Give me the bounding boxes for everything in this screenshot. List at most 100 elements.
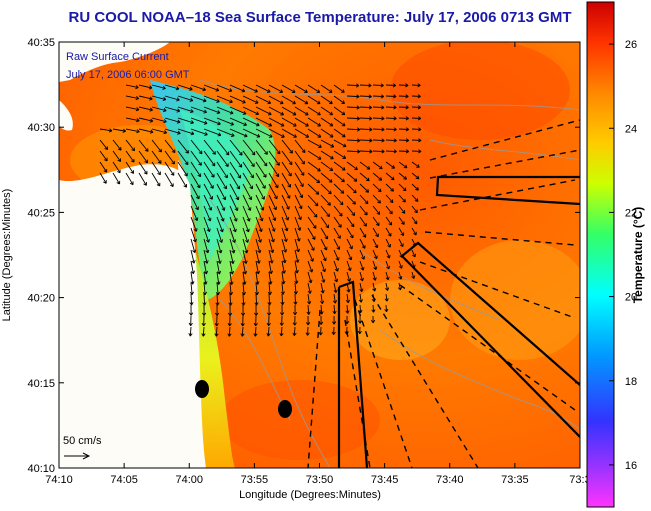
- x-axis-label: Longitude (Degrees:Minutes): [239, 489, 381, 501]
- current-vector: [281, 238, 287, 253]
- current-vector: [151, 95, 166, 101]
- warm-patch: [450, 240, 580, 360]
- current-vector-head: [341, 133, 346, 138]
- current-vector: [411, 183, 419, 191]
- x-axis: 74:10 74:05 74:00 73:55 73:50 73:45 73:40 73:35…: [45, 42, 591, 486]
- current-vector: [385, 304, 387, 312]
- x-tick-label: 74:00: [175, 474, 203, 486]
- current-vector-head: [256, 122, 260, 127]
- current-vector: [307, 183, 320, 195]
- current-vector: [346, 172, 358, 182]
- current-vector-head: [373, 255, 378, 260]
- current-vector-head: [340, 190, 345, 194]
- current-vector: [372, 249, 378, 259]
- current-vector-head: [259, 217, 264, 222]
- current-vector-head: [356, 94, 360, 99]
- current-vector: [281, 271, 285, 284]
- current-vector-head: [214, 312, 220, 316]
- current-vector-head: [276, 162, 280, 166]
- current-vector: [333, 183, 345, 194]
- current-vector: [372, 172, 382, 181]
- current-vector: [216, 282, 219, 295]
- current-vector-head: [386, 254, 391, 259]
- current-vector: [411, 194, 419, 202]
- current-vector-head: [195, 206, 199, 211]
- current-vector-head: [163, 119, 167, 124]
- current-vector: [372, 194, 381, 204]
- current-vector-head: [362, 234, 367, 238]
- current-vector: [151, 172, 161, 187]
- current-vector-head: [314, 202, 319, 207]
- current-vector: [333, 205, 343, 217]
- current-vector-head: [293, 122, 297, 127]
- current-vector-head: [323, 246, 328, 251]
- current-vector: [241, 326, 244, 337]
- current-vector-head: [214, 333, 219, 337]
- current-vector: [267, 326, 270, 337]
- current-vector: [359, 293, 362, 303]
- current-vectors: [99, 83, 422, 337]
- current-vector: [203, 95, 220, 103]
- current-vector: [385, 150, 397, 152]
- current-vector: [203, 150, 216, 167]
- current-vector: [307, 194, 319, 207]
- survey-track-solid: [337, 280, 369, 468]
- survey-track-dashed: [424, 231, 576, 246]
- colorbar-ticks: 16 18 20 22 24 26: [609, 39, 637, 472]
- current-vector-head: [210, 185, 214, 189]
- current-vector-head: [288, 161, 293, 166]
- current-vector-head: [347, 278, 352, 282]
- current-vector: [320, 238, 328, 251]
- current-vector: [294, 106, 309, 116]
- current-vector: [268, 194, 277, 210]
- current-vector-head: [244, 249, 249, 254]
- current-vector-head: [193, 228, 198, 232]
- current-vector: [385, 95, 397, 97]
- current-vector-head: [205, 249, 210, 254]
- current-vector-head: [253, 312, 259, 316]
- current-vector-head: [385, 276, 390, 281]
- current-vector: [125, 150, 135, 163]
- current-vector: [359, 282, 363, 292]
- current-vector: [177, 95, 193, 102]
- scale-label: 50 cm/s: [63, 435, 102, 447]
- current-vector-head: [203, 120, 208, 125]
- current-vector-head: [163, 130, 167, 135]
- current-vector: [359, 216, 367, 227]
- chart-title: RU COOL NOAA–18 Sea Surface Temperature:…: [69, 9, 572, 26]
- current-vector: [229, 128, 248, 137]
- current-vector: [320, 117, 334, 127]
- current-vector-head: [191, 260, 196, 264]
- current-vector: [398, 194, 406, 203]
- current-vector-head: [413, 220, 418, 225]
- current-vector: [372, 150, 385, 153]
- current-vector-head: [204, 131, 208, 136]
- current-vector-head: [228, 291, 234, 296]
- current-vector-head: [216, 98, 220, 103]
- current-vector: [151, 150, 162, 164]
- current-vector-head: [327, 202, 331, 206]
- current-vector-head: [328, 89, 333, 93]
- current-vector: [268, 249, 273, 264]
- current-vector-head: [203, 281, 208, 285]
- current-vector: [294, 172, 304, 187]
- current-vector-head: [201, 312, 207, 316]
- current-vector: [125, 139, 135, 152]
- current-vector-head: [416, 164, 420, 168]
- current-vector: [346, 84, 359, 87]
- current-vector: [268, 84, 283, 93]
- current-vector-head: [398, 265, 403, 269]
- current-vector-head: [271, 228, 276, 232]
- current-vector: [411, 161, 420, 168]
- current-vector: [151, 84, 166, 89]
- current-vector-head: [317, 156, 322, 160]
- current-vector: [385, 172, 395, 181]
- current-vector: [255, 293, 258, 306]
- current-vector-head: [386, 265, 391, 270]
- current-vector: [346, 293, 349, 303]
- current-vector: [151, 161, 161, 175]
- colorbar-tick-label: 22: [625, 207, 637, 219]
- current-vector: [385, 216, 392, 226]
- current-vector-head: [215, 302, 220, 306]
